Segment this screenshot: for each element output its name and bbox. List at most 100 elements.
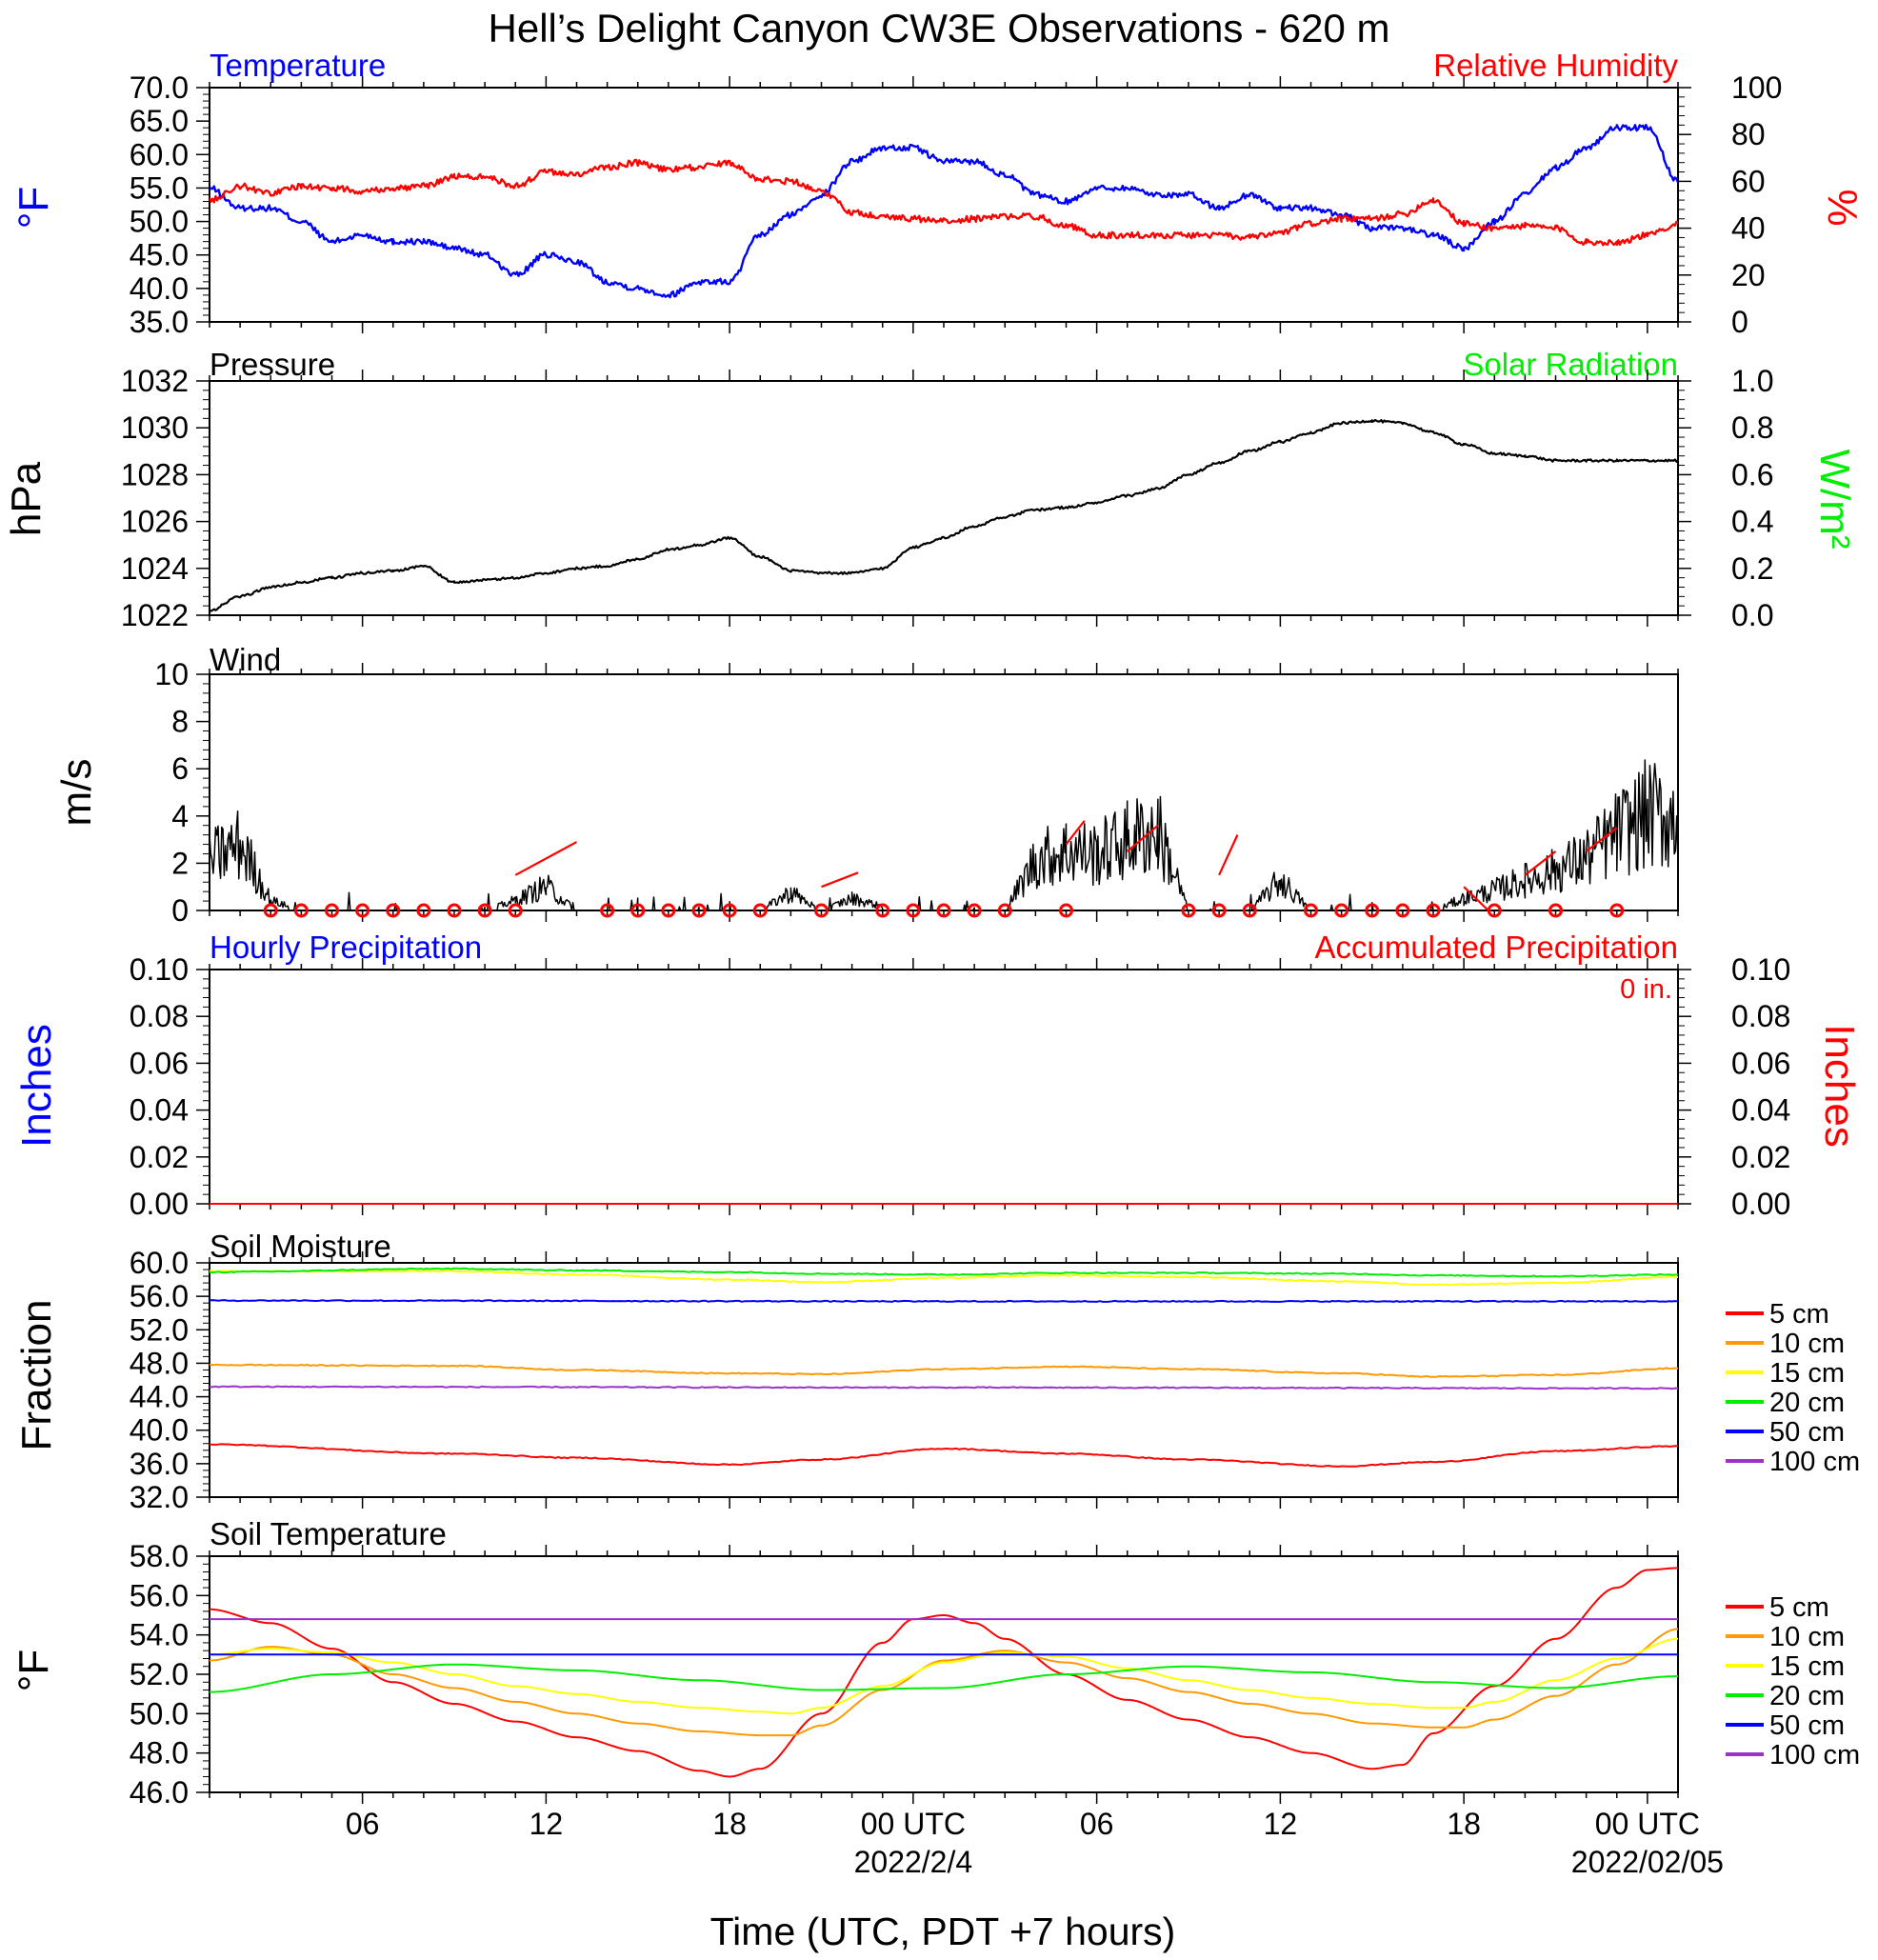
panel-temperature: Temperature Relative Humidity °F % bbox=[10, 48, 1866, 229]
calm-wind-marker bbox=[1059, 903, 1073, 918]
wind-direction-barb bbox=[1127, 824, 1159, 852]
calm-wind-marker bbox=[814, 903, 829, 918]
wind-direction-barb bbox=[1218, 834, 1239, 876]
panel-soil-temperature: Soil Temperature °F bbox=[10, 1516, 447, 1691]
x-axis-label: Time (UTC, PDT +7 hours) bbox=[710, 1910, 1176, 1953]
y-axis-label-humidity: % bbox=[1819, 189, 1866, 226]
y-tick-label-right: 0.04 bbox=[1731, 1093, 1790, 1128]
soil-temperature-line bbox=[210, 1663, 1678, 1693]
y-tick-label-left: 46.0 bbox=[130, 1775, 189, 1810]
wind-direction-barb bbox=[1585, 827, 1618, 852]
x-tick-label: 12 bbox=[1264, 1807, 1298, 1841]
calm-wind-marker bbox=[1395, 903, 1410, 918]
calm-wind-marker bbox=[477, 903, 492, 918]
panel-frame bbox=[209, 969, 1679, 1205]
y-tick-label-left: 65.0 bbox=[130, 104, 189, 138]
calm-wind-marker bbox=[875, 903, 890, 918]
y-tick-label-left: 8 bbox=[171, 705, 189, 739]
panel-title-accum-precip: Accumulated Precipitation bbox=[1314, 930, 1678, 965]
humidity-line bbox=[210, 158, 1678, 247]
soil-moisture-legend-label: 15 cm bbox=[1769, 1358, 1845, 1389]
y-tick-label-left: 40.0 bbox=[130, 271, 189, 306]
y-tick-label-right: 80 bbox=[1731, 117, 1766, 151]
y-tick-label-left: 45.0 bbox=[130, 238, 189, 272]
y-tick-label-right: 0.06 bbox=[1731, 1046, 1790, 1080]
figure-title: Hell’s Delight Canyon CW3E Observations … bbox=[489, 6, 1390, 50]
x-date-label: 2022/02/05 bbox=[1571, 1845, 1724, 1879]
soil-temperature-line bbox=[210, 1637, 1678, 1715]
calm-wind-marker bbox=[906, 903, 921, 918]
calm-wind-marker bbox=[263, 903, 278, 918]
panel-frame bbox=[209, 1555, 1679, 1793]
y-tick-label-left: 56.0 bbox=[130, 1279, 189, 1313]
calm-wind-marker bbox=[661, 903, 676, 918]
x-tick-label: 00 UTC bbox=[1595, 1807, 1700, 1841]
y-tick-label-right: 0.8 bbox=[1731, 410, 1773, 445]
y-tick-label-right: 1.0 bbox=[1731, 364, 1773, 398]
soil-moisture-line bbox=[210, 1385, 1678, 1390]
y-tick-label-right: 0.2 bbox=[1731, 551, 1773, 586]
y-tick-label-left: 70.0 bbox=[130, 70, 189, 105]
panel-pressure: Pressure Solar Radiation hPa W/m² bbox=[3, 347, 1858, 550]
calm-wind-marker bbox=[1181, 903, 1196, 918]
y-tick-label-right: 0.00 bbox=[1731, 1187, 1790, 1221]
y-tick-label-left: 36.0 bbox=[130, 1447, 189, 1481]
soil-moisture-legend-label: 10 cm bbox=[1769, 1329, 1845, 1359]
y-tick-label-left: 0 bbox=[171, 893, 189, 928]
y-tick-label-left: 54.0 bbox=[130, 1618, 189, 1652]
calm-wind-marker bbox=[447, 903, 462, 918]
calm-wind-marker bbox=[325, 903, 339, 918]
y-axis-label-solar: W/m² bbox=[1811, 449, 1858, 549]
calm-wind-marker bbox=[355, 903, 370, 918]
y-axis-label-pressure: hPa bbox=[3, 461, 50, 536]
wind-direction-barb bbox=[1524, 850, 1557, 876]
soil-temperature-legend-label: 50 cm bbox=[1769, 1710, 1845, 1741]
calm-wind-marker bbox=[1365, 903, 1380, 918]
soil-moisture-line bbox=[210, 1270, 1678, 1287]
calm-wind-marker bbox=[936, 903, 951, 918]
calm-wind-marker bbox=[1487, 903, 1502, 918]
soil-moisture-line bbox=[210, 1299, 1678, 1303]
y-tick-label-left: 50.0 bbox=[130, 1696, 189, 1730]
y-tick-label-left: 0.00 bbox=[130, 1187, 189, 1221]
calm-wind-marker bbox=[1334, 903, 1349, 918]
calm-wind-marker bbox=[1548, 903, 1563, 918]
y-tick-label-right: 0 bbox=[1731, 305, 1748, 339]
soil-temperature-legend-label: 20 cm bbox=[1769, 1681, 1845, 1711]
calm-wind-marker bbox=[752, 903, 768, 918]
wind-direction-barb bbox=[1065, 820, 1086, 846]
panel-frame bbox=[209, 673, 1679, 911]
y-axis-label-accum-precip: Inches bbox=[1816, 1024, 1863, 1148]
x-date-label: 2022/2/4 bbox=[854, 1845, 973, 1879]
y-tick-label-left: 58.0 bbox=[130, 1539, 189, 1573]
pressure-line bbox=[210, 418, 1678, 612]
y-tick-label-right: 0.10 bbox=[1731, 952, 1790, 987]
y-tick-label-left: 32.0 bbox=[130, 1480, 189, 1514]
panel-precipitation: Hourly Precipitation Accumulated Precipi… bbox=[13, 930, 1863, 1148]
soil-temperature-line bbox=[210, 1628, 1678, 1737]
soil-temperature-legend-label: 100 cm bbox=[1769, 1740, 1860, 1770]
accum-precip-total: 0 in. bbox=[1620, 974, 1672, 1005]
calm-wind-marker bbox=[967, 903, 982, 918]
calm-wind-marker bbox=[722, 903, 737, 918]
soil-moisture-legend-label: 50 cm bbox=[1769, 1417, 1845, 1448]
calm-wind-marker bbox=[1211, 903, 1227, 918]
y-tick-label-left: 35.0 bbox=[130, 305, 189, 339]
y-tick-label-left: 60.0 bbox=[130, 1246, 189, 1280]
wind-direction-barb bbox=[1463, 886, 1489, 911]
y-tick-label-right: 0.08 bbox=[1731, 999, 1790, 1033]
y-tick-label-left: 4 bbox=[171, 799, 189, 833]
calm-wind-marker bbox=[386, 903, 401, 918]
y-tick-label-left: 48.0 bbox=[130, 1736, 189, 1770]
y-tick-label-left: 0.10 bbox=[130, 952, 189, 987]
temperature-line bbox=[210, 123, 1678, 299]
y-tick-label-right: 20 bbox=[1731, 258, 1766, 292]
y-tick-label-right: 0.0 bbox=[1731, 598, 1773, 632]
y-tick-label-left: 1026 bbox=[121, 505, 189, 539]
y-tick-label-left: 1024 bbox=[121, 551, 189, 586]
panel-wind: Wind m/s bbox=[53, 642, 281, 826]
panel-title-humidity: Relative Humidity bbox=[1433, 48, 1678, 83]
y-tick-label-right: 60 bbox=[1731, 164, 1766, 198]
panel-title-wind: Wind bbox=[210, 642, 281, 677]
panel-title-pressure: Pressure bbox=[210, 347, 335, 382]
